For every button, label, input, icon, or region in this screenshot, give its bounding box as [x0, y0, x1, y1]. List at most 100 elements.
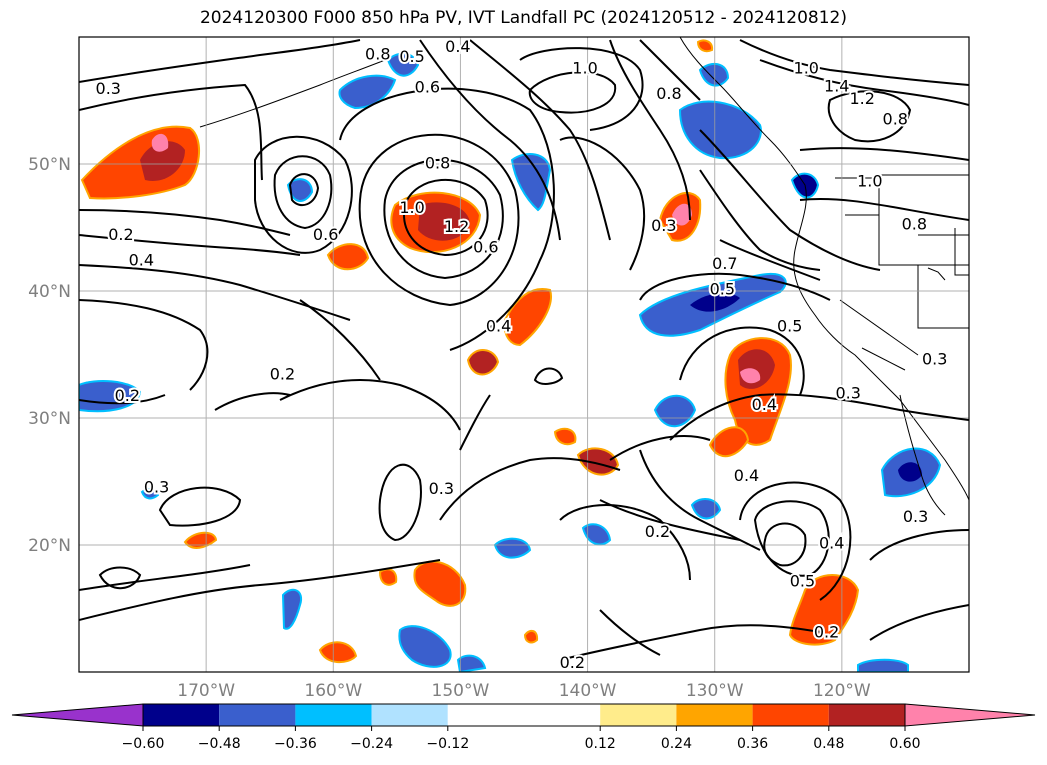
contour-label: 1.0 — [399, 198, 424, 217]
negative-anomaly-region — [678, 100, 762, 160]
colorbar-tick-label: −0.24 — [350, 736, 393, 752]
colorbar-tick-label: 0.48 — [813, 736, 844, 752]
contour-label: 1.2 — [849, 89, 874, 108]
contour-label: 0.5 — [710, 279, 735, 298]
x-tick-label: 150°W — [432, 681, 490, 701]
chart-title: 2024120300 F000 850 hPa PV, IVT Landfall… — [199, 8, 847, 28]
y-tick-label: 50°N — [28, 155, 71, 175]
colorbar-tick-label: −0.12 — [426, 736, 469, 752]
colorbar-tick-label: 0.60 — [889, 736, 920, 752]
x-axis-ticks: 170°W 160°W 150°W 140°W 130°W 120°W — [177, 681, 871, 701]
contour-label: 1.4 — [824, 76, 849, 95]
positive-anomaly-region — [151, 133, 169, 152]
positive-anomaly-region — [523, 629, 539, 644]
negative-anomaly-region — [510, 153, 552, 212]
negative-anomaly-region — [653, 394, 697, 428]
colorbar: −0.60 −0.48 −0.36 −0.24 −0.12 0.12 0.24 0.36 0.4… — [11, 703, 1036, 752]
contour-label: 0.5 — [399, 47, 424, 66]
negative-anomaly-region — [398, 625, 452, 668]
negative-anomaly-region — [581, 523, 612, 546]
contour-label: 0.6 — [473, 238, 498, 257]
contour-label: 0.3 — [651, 216, 676, 235]
contour-label: 0.4 — [486, 316, 511, 335]
colorbar-tick-label: −0.60 — [122, 736, 165, 752]
positive-anomaly-region — [140, 141, 185, 181]
contour-label: 0.8 — [656, 84, 681, 103]
negative-anomaly-region — [140, 487, 160, 500]
contour-label: 0.4 — [752, 395, 777, 414]
contour-label: 1.0 — [857, 172, 882, 191]
negative-anomaly-region — [338, 74, 397, 110]
y-tick-label: 30°N — [28, 409, 71, 429]
colorbar-tick-label: 0.12 — [585, 736, 616, 752]
positive-anomaly-region — [326, 243, 370, 271]
colorbar-tick-label: 0.36 — [737, 736, 768, 752]
contour-label: 0.4 — [129, 250, 154, 269]
colorbar-tick-label: −0.36 — [274, 736, 317, 752]
contour-label: 0.2 — [645, 522, 670, 541]
contour-label: 0.2 — [560, 653, 585, 672]
contour-label: 0.6 — [313, 225, 338, 244]
contour-label: 0.3 — [144, 478, 169, 497]
contour-label: 0.3 — [429, 479, 454, 498]
colorbar-segment — [828, 704, 905, 726]
y-tick-label: 20°N — [28, 536, 71, 556]
contour-label: 0.3 — [903, 507, 928, 526]
positive-anomaly-region — [413, 560, 467, 607]
positive-anomaly-region — [708, 426, 750, 458]
contour-label: 0.4 — [734, 466, 759, 485]
colorbar-segment — [219, 704, 296, 726]
contour-label: 0.2 — [270, 365, 295, 384]
positive-anomaly-region — [503, 288, 552, 347]
contour-label: 0.8 — [425, 154, 450, 173]
colorbar-extend-min — [11, 703, 144, 727]
colorbar-segment — [676, 704, 753, 726]
y-tick-label: 40°N — [28, 282, 71, 302]
x-tick-label: 130°W — [686, 681, 744, 701]
coastlines — [199, 37, 969, 516]
colorbar-segment — [371, 704, 448, 726]
contour-label: 0.8 — [365, 45, 390, 64]
positive-anomaly-region — [418, 202, 470, 241]
contour-label: 0.2 — [814, 622, 839, 641]
x-tick-label: 160°W — [304, 681, 362, 701]
negative-anomaly-region — [286, 178, 314, 202]
positive-anomaly-region — [318, 641, 358, 664]
contour-label: 1.0 — [794, 58, 819, 77]
colorbar-tick-label: −0.48 — [198, 736, 241, 752]
contour-label: 0.6 — [415, 78, 440, 97]
map-frame — [78, 36, 970, 673]
negative-anomaly-region — [690, 498, 722, 520]
contour-label: 0.8 — [902, 215, 927, 234]
x-tick-label: 170°W — [177, 681, 235, 701]
positive-anomaly-region — [740, 368, 761, 384]
colorbar-segment — [447, 704, 601, 726]
contour-label: 0.3 — [15, 587, 40, 606]
negative-anomaly-region — [898, 462, 922, 482]
negative-anomaly-region — [857, 658, 909, 672]
colorbar-segment — [143, 704, 220, 726]
positive-anomaly-region — [466, 349, 500, 376]
negative-anomaly-region — [281, 588, 303, 630]
contour-label: 0.4 — [819, 533, 844, 552]
colorbar-segment — [295, 704, 372, 726]
colorbar-outline — [142, 703, 906, 727]
positive-anomaly-region — [672, 203, 692, 226]
y-axis-ticks: 20°N 30°N 40°N 50°N — [28, 155, 71, 556]
contour-label: 0.7 — [712, 254, 737, 273]
colorbar-segment — [600, 704, 677, 726]
x-tick-label: 120°W — [813, 681, 871, 701]
contour-label: 0.8 — [883, 109, 908, 128]
contour-label: 0.5 — [777, 316, 802, 335]
contour-label: 0.5 — [790, 572, 815, 591]
positive-anomaly-region — [696, 39, 714, 53]
positive-anomaly-region — [378, 568, 398, 586]
colorbar-segment — [752, 704, 829, 726]
negative-anomaly-region — [456, 654, 487, 672]
contour-label: 0.2 — [108, 225, 133, 244]
contour-labels: 0.30.20.40.20.30.30.20.60.81.01.20.60.40… — [15, 37, 950, 672]
contour-label: 1.2 — [444, 217, 469, 236]
negative-anomaly-region — [698, 62, 730, 87]
contour-label: 0.2 — [115, 386, 140, 405]
